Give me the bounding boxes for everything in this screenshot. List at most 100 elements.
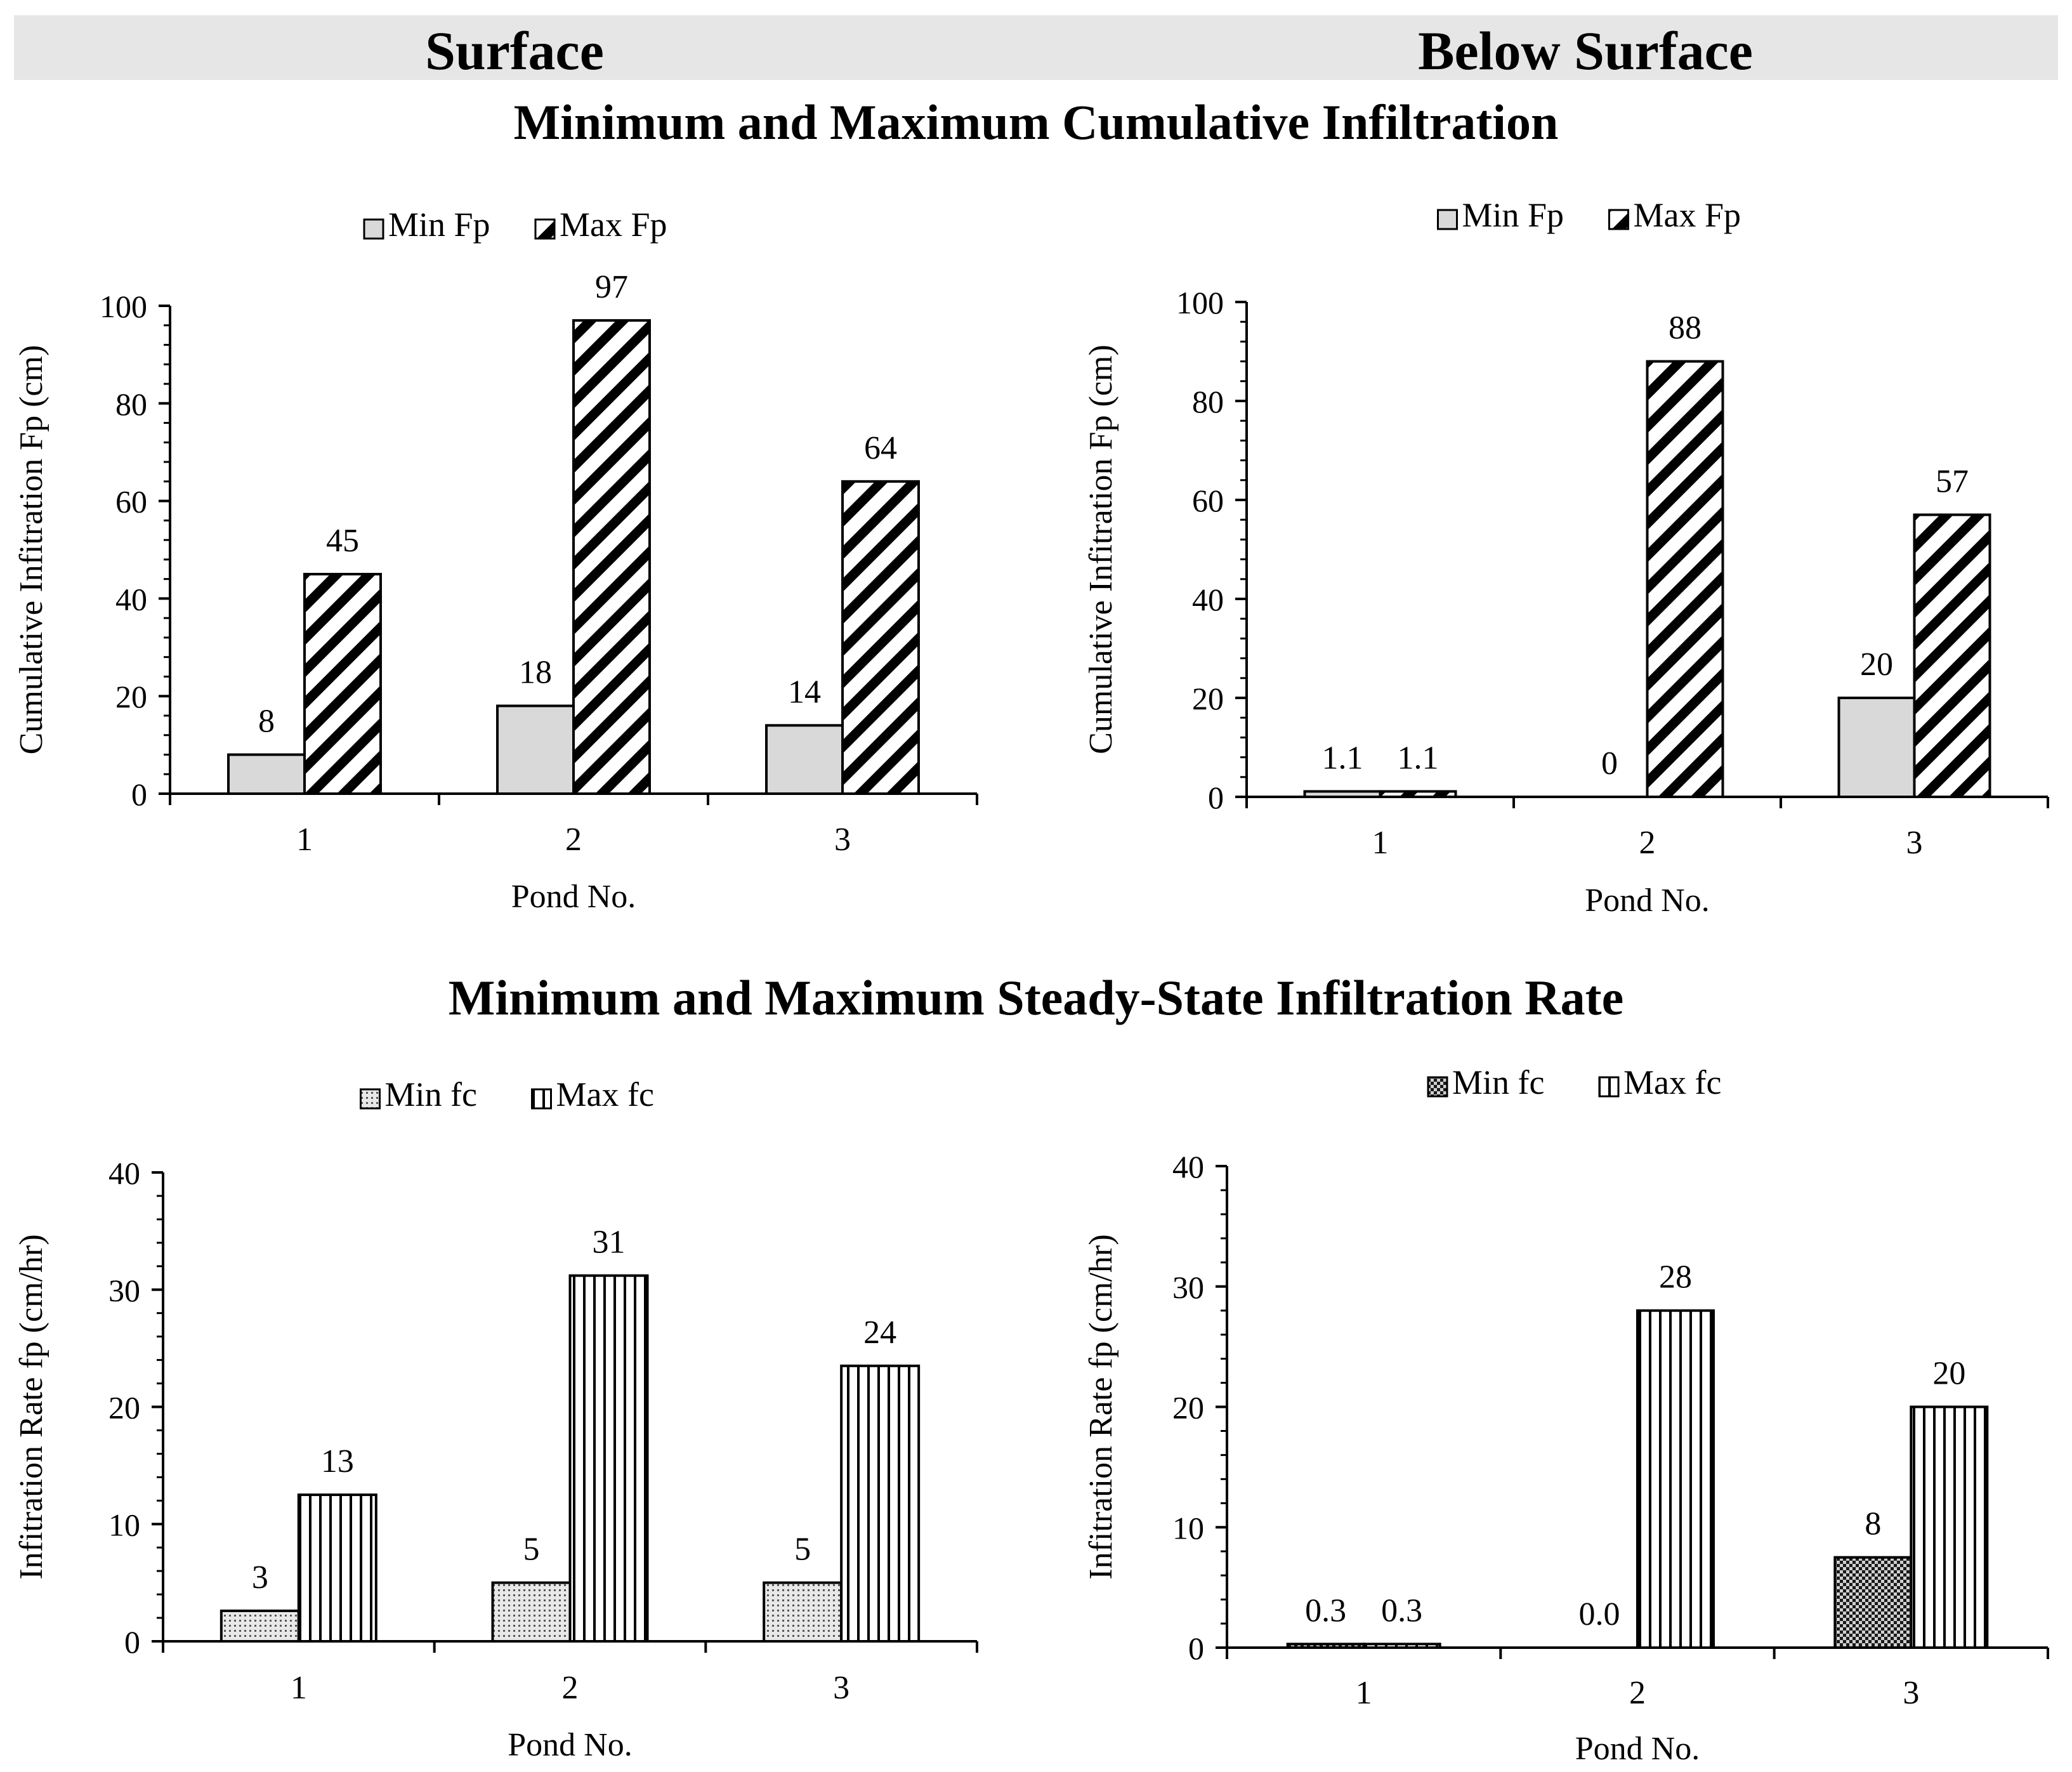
legend-swatch	[1427, 1076, 1448, 1098]
bar-max-fp	[1379, 790, 1457, 799]
bar-max-fc	[1362, 1643, 1441, 1650]
y-tick-label: 20	[1192, 681, 1224, 716]
data-label: 97	[595, 269, 628, 305]
section-title-cumulative: Minimum and Maximum Cumulative Infiltrat…	[513, 95, 1559, 150]
legend-swatch	[1437, 209, 1458, 230]
legend-label: Max Fp	[560, 206, 667, 244]
data-label: 0.0	[1579, 1596, 1620, 1632]
data-label: 8	[1865, 1506, 1881, 1542]
x-tick-label: 2	[565, 822, 582, 858]
y-tick-label: 80	[1192, 384, 1224, 419]
legend-swatch	[360, 1088, 381, 1110]
legend-swatch	[534, 218, 556, 240]
bar-min-fp	[227, 753, 306, 795]
x-tick-label: 3	[833, 1670, 849, 1706]
bar-min-fp	[765, 724, 844, 795]
y-tick-label: 40	[1172, 1149, 1204, 1185]
data-label: 45	[326, 523, 359, 559]
x-axis-label: Pond No.	[1585, 883, 1709, 919]
bar-max-fc	[1910, 1405, 1989, 1649]
bar-min-fp	[496, 704, 575, 795]
legend-swatch	[1598, 1076, 1620, 1098]
y-tick-label: 60	[115, 484, 147, 520]
data-label: 31	[593, 1224, 626, 1261]
x-tick-label: 3	[1903, 1675, 1919, 1711]
data-label: 0.3	[1305, 1592, 1346, 1629]
section-title-steady-state: Minimum and Maximum Steady-State Infiltr…	[448, 970, 1624, 1025]
y-tick-label: 40	[1192, 582, 1224, 617]
x-axis-label: Pond No.	[1575, 1731, 1700, 1767]
bar-max-fc	[568, 1274, 649, 1643]
data-label: 57	[1936, 463, 1969, 499]
x-tick-label: 2	[562, 1670, 579, 1706]
x-tick-label: 1	[291, 1670, 307, 1706]
y-tick-label: 100	[1176, 285, 1224, 320]
x-tick-label: 2	[1629, 1675, 1646, 1711]
legend-label: Min Fp	[388, 206, 490, 244]
header-band	[14, 15, 2058, 80]
y-axis-label: Infitration Rate fp (cm/hr)	[13, 1234, 49, 1579]
y-tick-label: 100	[100, 289, 147, 324]
y-tick-label: 0	[1208, 780, 1224, 815]
header-below-surface: Below Surface	[1418, 20, 1753, 81]
bar-min-fc	[1286, 1643, 1365, 1650]
bar-max-fp	[303, 572, 382, 795]
legend-label: Max Fp	[1634, 196, 1741, 234]
data-label: 3	[252, 1559, 268, 1596]
data-label: 8	[258, 703, 275, 739]
y-tick-label: 60	[1192, 483, 1224, 518]
x-tick-label: 3	[1906, 825, 1923, 861]
y-axis-label: Infitration Rate fp (cm/hr)	[1083, 1234, 1119, 1579]
y-axis-label: Cumulative Infitration Fp (cm)	[1083, 345, 1119, 754]
bar-max-fp	[1646, 360, 1724, 798]
data-label: 88	[1669, 310, 1702, 346]
y-tick-label: 80	[115, 386, 147, 422]
x-tick-label: 1	[1356, 1675, 1372, 1711]
legend-swatch	[531, 1088, 552, 1110]
bar-min-fc	[220, 1609, 300, 1643]
data-label: 18	[519, 655, 552, 691]
data-label: 13	[321, 1443, 354, 1480]
header-surface: Surface	[425, 20, 604, 81]
legend-swatch	[1608, 209, 1629, 230]
bar-min-fp	[1837, 697, 1916, 798]
y-tick-label: 0	[131, 777, 147, 812]
y-tick-label: 30	[108, 1273, 140, 1308]
data-label: 5	[794, 1532, 811, 1568]
y-tick-label: 10	[108, 1507, 140, 1542]
legend-label: Min Fp	[1462, 196, 1564, 234]
data-label: 1.1	[1398, 740, 1439, 776]
y-tick-label: 0	[124, 1624, 140, 1660]
bar-max-fp	[841, 480, 920, 796]
x-axis-label: Pond No.	[508, 1727, 632, 1763]
data-label: 5	[523, 1532, 540, 1568]
bar-max-fc	[1636, 1309, 1715, 1649]
data-label: 64	[864, 430, 897, 466]
y-tick-label: 20	[1172, 1390, 1204, 1426]
legend-swatch	[363, 218, 384, 240]
y-tick-label: 0	[1188, 1631, 1204, 1666]
legend-label: Max fc	[1623, 1063, 1721, 1101]
chart-below-rate: 0 10 20 30 40 1 0.3 0.3 2 0.0 28 3 8 20 Pond No. Infitr…	[1083, 1063, 2049, 1767]
data-label: 1.1	[1322, 740, 1363, 776]
legend-label: Min fc	[385, 1075, 477, 1113]
data-label: 0	[1601, 745, 1618, 782]
y-tick-label: 10	[1172, 1510, 1204, 1546]
y-axis-label: Cumulative Infitration Fp (cm)	[13, 345, 49, 755]
data-label: 28	[1659, 1259, 1692, 1296]
x-tick-label: 1	[1372, 825, 1389, 861]
x-axis-label: Pond No.	[511, 879, 636, 915]
data-label: 0.3	[1381, 1592, 1422, 1629]
legend-label: Max fc	[556, 1075, 654, 1113]
x-tick-label: 1	[296, 822, 313, 858]
x-tick-label: 3	[834, 822, 851, 858]
bar-min-fc	[491, 1581, 572, 1643]
bar-min-fp	[1303, 790, 1382, 799]
data-label: 24	[863, 1315, 896, 1351]
y-tick-label: 40	[115, 581, 147, 617]
